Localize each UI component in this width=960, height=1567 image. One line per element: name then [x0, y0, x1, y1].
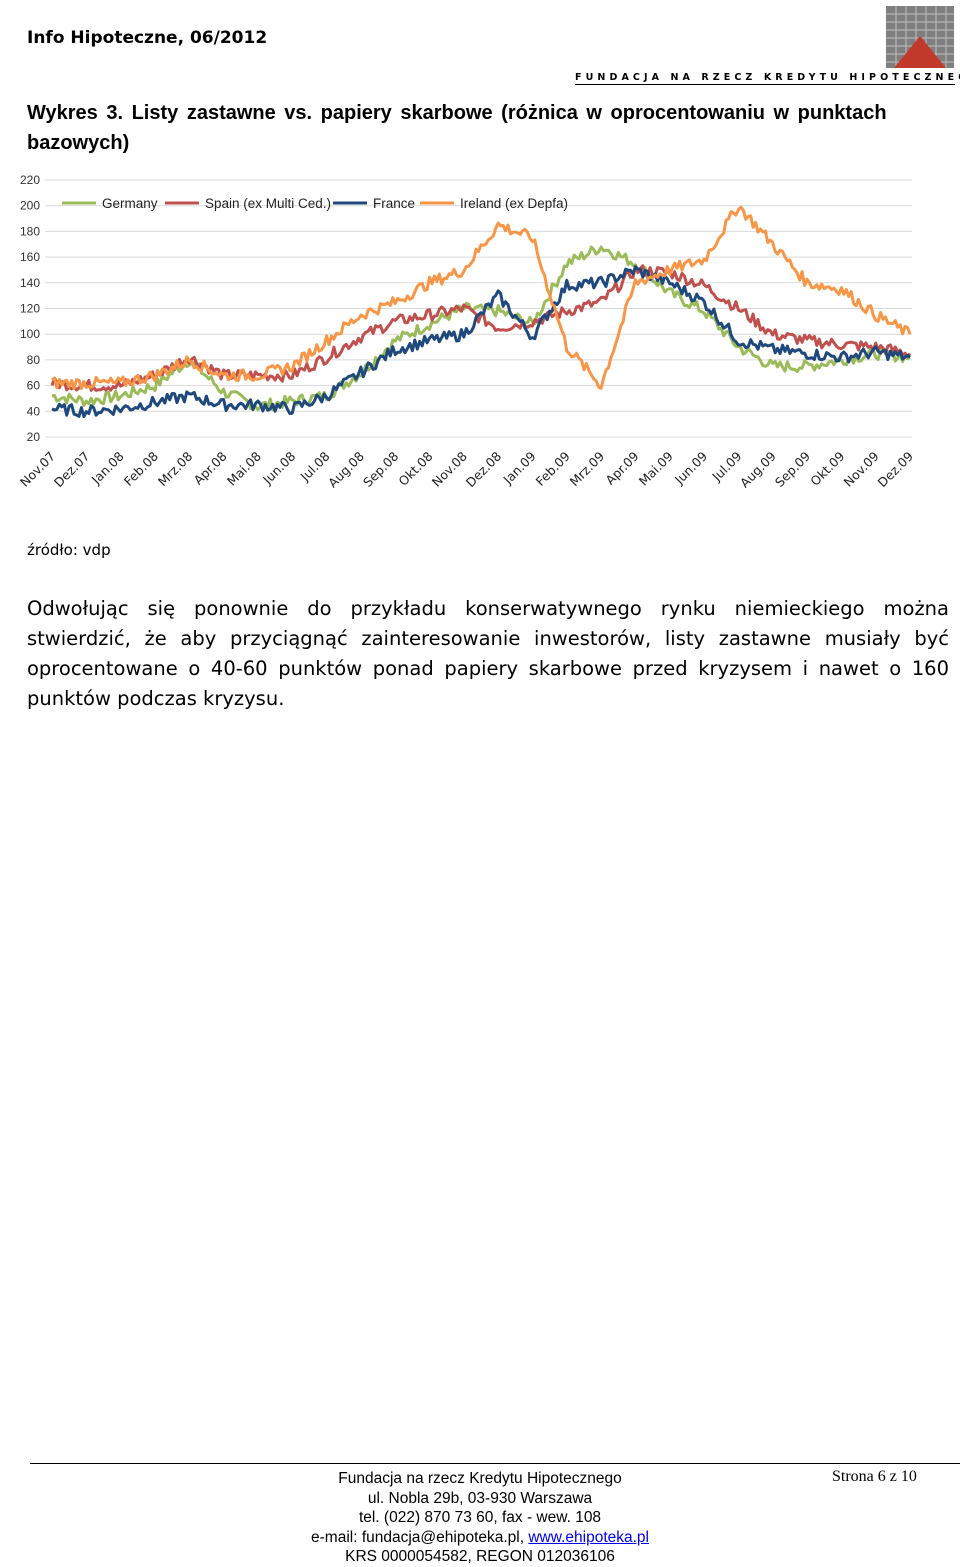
- footer-registry: KRS 0000054582, REGON 012036106: [345, 1548, 615, 1565]
- x-tick-label: Jun.09: [671, 448, 710, 487]
- footer-street: ul. Nobla 29b, 03-930 Warszawa: [367, 1489, 593, 1507]
- footer-org: Fundacja na rzecz Kredytu Hipotecznego: [338, 1470, 622, 1487]
- chart-legend: Germany Spain (ex Multi Ced.) France Irelan…: [62, 196, 568, 211]
- legend-label: Ireland (ex Depfa): [460, 196, 568, 211]
- x-tick-label: Mai.08: [224, 448, 264, 488]
- x-tick-label: Jun.08: [259, 448, 298, 487]
- body-paragraph: Odwołując się ponownie do przykładu kons…: [27, 597, 949, 710]
- y-tick-label: 100: [20, 327, 40, 341]
- y-tick-label: 120: [20, 302, 40, 316]
- x-tick-label: Aug.09: [737, 448, 779, 490]
- x-tick-label: Mrz.09: [567, 448, 608, 489]
- legend-label: Spain (ex Multi Ced.): [205, 196, 331, 211]
- legend-label: Germany: [102, 196, 158, 211]
- logo-wordmark: FUNDACJA NA RZECZ KREDYTU HIPOTECZNEGO: [575, 72, 960, 83]
- figure-source: źródło: vdp: [27, 541, 111, 559]
- x-tick-label: Apr.09: [602, 448, 641, 487]
- foundation-logo: [886, 6, 954, 68]
- x-tick-label: Okt.09: [807, 448, 847, 488]
- y-tick-label: 60: [27, 379, 41, 393]
- y-tick-label: 160: [20, 250, 40, 264]
- x-tick-label: Okt.08: [395, 448, 435, 488]
- page-number: Strona 6 z 10: [832, 1468, 917, 1485]
- footer-email: e-mail: fundacja@ehipoteka.pl,: [311, 1528, 529, 1546]
- x-tick-label: Nov.07: [17, 449, 58, 490]
- y-tick-label: 140: [20, 276, 40, 290]
- x-tick-label: Feb.08: [121, 448, 161, 488]
- x-tick-label: Sep.09: [772, 448, 813, 489]
- x-tick-label: Jan.08: [88, 448, 127, 487]
- legend-label: France: [373, 196, 415, 211]
- header-rule: [575, 84, 955, 85]
- footer-rule: [30, 1463, 960, 1464]
- header-title: Info Hipoteczne, 06/2012: [27, 28, 268, 48]
- series-line: [51, 205, 912, 391]
- x-tick-label: Dez.09: [875, 448, 917, 490]
- x-tick-label: Aug.08: [325, 448, 367, 490]
- footer-address: Fundacja na rzecz Kredytu Hipotecznego u…: [280, 1469, 680, 1567]
- x-tick-label: Nov.08: [429, 448, 470, 489]
- x-tick-label: Jan.09: [500, 448, 539, 487]
- x-tick-label: Nov.09: [841, 448, 882, 489]
- spread-line-chart: 20 40 60 80 100 120 140 160 180 200 220 Germany Spa…: [17, 173, 916, 490]
- chart-series: [50, 205, 912, 419]
- y-tick-label: 220: [20, 173, 40, 187]
- x-axis-ticks: Nov.07Dez.07Jan.08Feb.08Mrz.08Apr.08Mai.…: [17, 448, 916, 490]
- y-tick-label: 80: [27, 353, 41, 367]
- figure-caption: Wykres 3. Listy zastawne vs. papiery ska…: [27, 102, 887, 154]
- footer-contact: e-mail: fundacja@ehipoteka.pl, www.ehipo…: [280, 1528, 680, 1548]
- y-tick-label: 40: [27, 404, 41, 418]
- x-tick-label: Feb.09: [533, 448, 573, 488]
- x-tick-label: Dez.07: [51, 449, 93, 491]
- footer-phone: tel. (022) 870 73 60, fax - wew. 108: [358, 1509, 602, 1526]
- y-tick-label: 180: [20, 224, 40, 238]
- x-tick-label: Mai.09: [636, 448, 676, 488]
- x-tick-label: Dez.08: [463, 448, 505, 490]
- y-axis-ticks: 20 40 60 80 100 120 140 160 180 200 220: [20, 173, 40, 444]
- series-line: [51, 265, 911, 419]
- x-tick-label: Sep.08: [360, 448, 401, 489]
- x-tick-label: Apr.08: [191, 448, 230, 487]
- y-tick-label: 200: [20, 199, 40, 213]
- series-line: [50, 264, 912, 392]
- x-tick-label: Mrz.08: [155, 448, 196, 489]
- footer-website-link[interactable]: www.ehipoteka.pl: [528, 1528, 649, 1546]
- y-tick-label: 20: [27, 430, 41, 444]
